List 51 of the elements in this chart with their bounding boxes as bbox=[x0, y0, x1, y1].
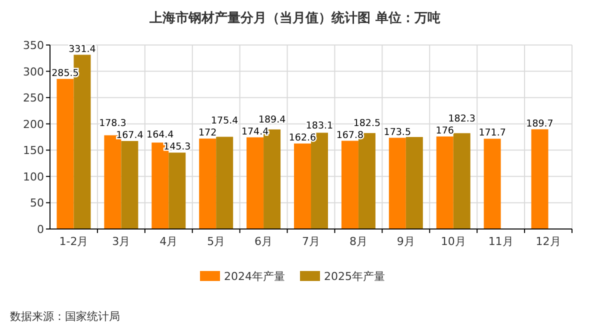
bar bbox=[216, 136, 234, 229]
data-label: 171.7 bbox=[478, 128, 506, 139]
y-tick-label: 200 bbox=[23, 118, 44, 131]
x-tick-label: 7月 bbox=[302, 235, 320, 248]
bar bbox=[388, 138, 406, 229]
data-label: 189.7 bbox=[526, 118, 554, 130]
x-tick-label: 8月 bbox=[349, 235, 368, 248]
bar bbox=[406, 137, 423, 229]
bar bbox=[199, 138, 216, 229]
bar bbox=[294, 144, 311, 229]
y-tick-label: 0 bbox=[37, 223, 44, 236]
bar bbox=[168, 152, 186, 229]
y-tick-label: 100 bbox=[23, 170, 44, 184]
data-label: 176 bbox=[436, 125, 454, 136]
y-tick-label: 300 bbox=[23, 65, 44, 78]
x-tick-label: 5月 bbox=[207, 235, 226, 248]
y-tick-label: 50 bbox=[30, 196, 44, 210]
data-label: 178.3 bbox=[99, 118, 126, 129]
bar bbox=[56, 78, 74, 229]
data-label: 183.1 bbox=[306, 120, 334, 132]
data-label: 189.4 bbox=[258, 114, 286, 126]
y-tick-label: 250 bbox=[23, 92, 44, 105]
x-tick-label: 3月 bbox=[112, 235, 130, 248]
bar bbox=[341, 140, 358, 229]
y-tick-label: 150 bbox=[23, 144, 44, 158]
y-tick-label: 350 bbox=[23, 39, 44, 52]
bar bbox=[531, 129, 548, 229]
data-label: 182.5 bbox=[353, 118, 381, 129]
x-tick-label: 12月 bbox=[536, 235, 561, 248]
data-label: 167.4 bbox=[116, 130, 144, 141]
source-note: 数据来源：国家统计局 bbox=[10, 310, 120, 323]
x-tick-label: 11月 bbox=[488, 235, 514, 248]
x-tick-label: 4月 bbox=[160, 235, 178, 248]
bar bbox=[121, 140, 138, 229]
x-tick-label: 10月 bbox=[440, 235, 466, 248]
data-label: 175.4 bbox=[210, 116, 238, 127]
data-label: 182.3 bbox=[448, 113, 476, 124]
bar bbox=[436, 136, 454, 229]
x-tick-label: 6月 bbox=[254, 235, 273, 248]
x-tick-label: 1-2月 bbox=[59, 235, 88, 248]
bar bbox=[246, 137, 264, 229]
bar bbox=[484, 138, 501, 229]
chart-title: 上海市钢材产量分月（当月值）统计图 单位：万吨 bbox=[148, 10, 440, 26]
data-label: 173.5 bbox=[384, 126, 412, 138]
data-label: 164.4 bbox=[146, 130, 174, 141]
legend-label: 2025年产量 bbox=[324, 270, 385, 283]
data-label: 331.4 bbox=[68, 44, 96, 55]
data-label: 172 bbox=[198, 128, 217, 139]
x-tick-label: 9月 bbox=[396, 235, 415, 248]
legend-label: 2024年产量 bbox=[224, 270, 285, 283]
bar bbox=[453, 133, 470, 229]
